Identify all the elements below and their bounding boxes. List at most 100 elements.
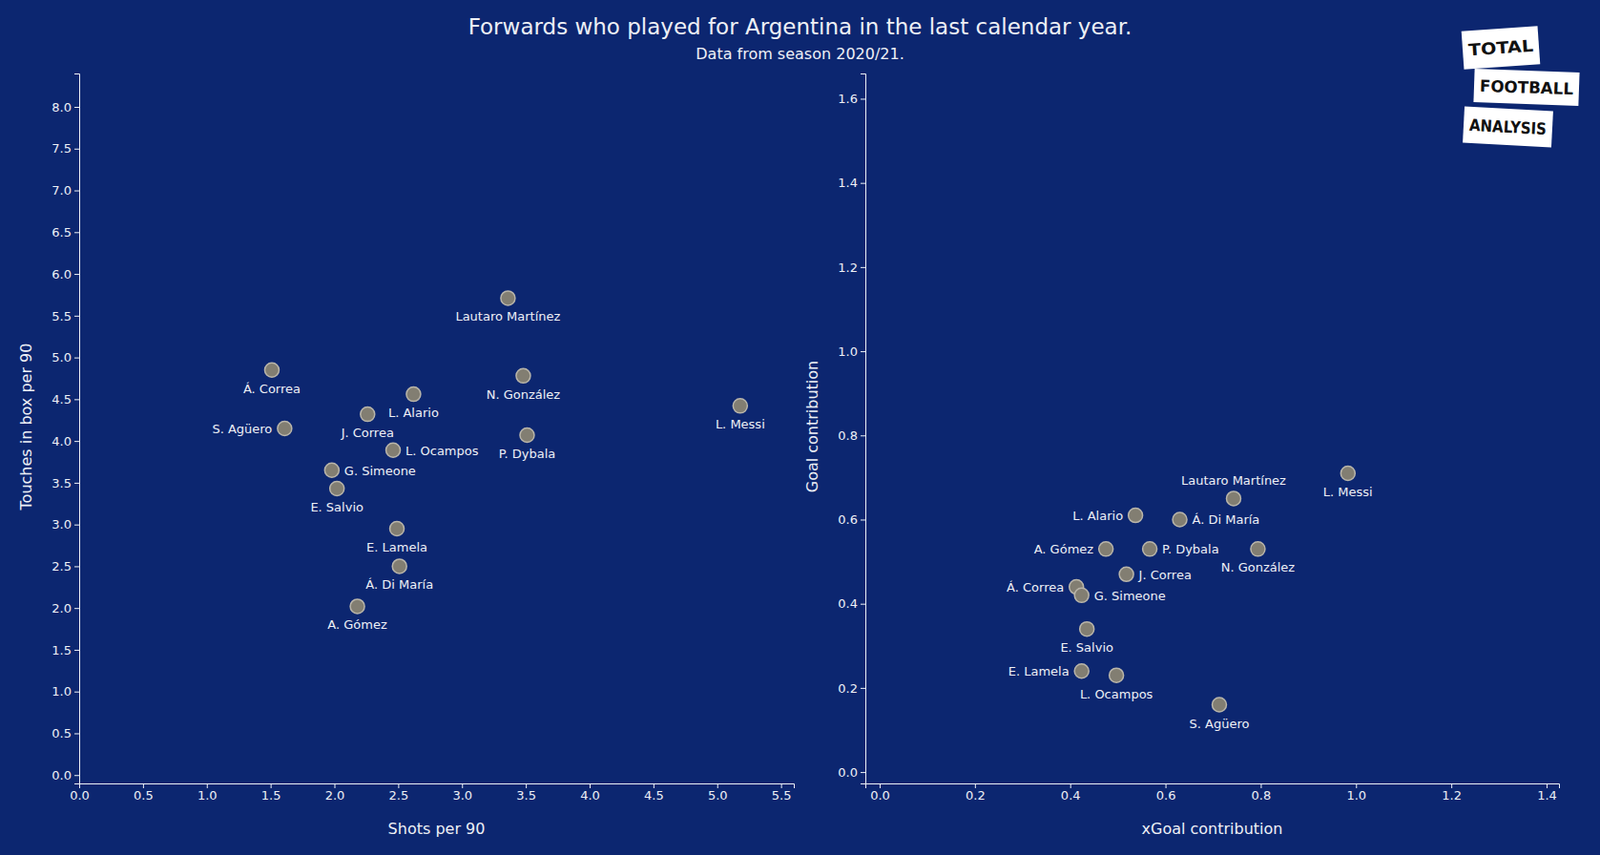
y-tick-mark bbox=[860, 687, 866, 689]
y-tick: 6.5 bbox=[51, 225, 80, 240]
y-tick: 1.2 bbox=[837, 260, 866, 275]
x-axis: 0.00.51.01.52.02.53.03.54.04.55.05.5 bbox=[69, 783, 794, 803]
point-label: L. Messi bbox=[715, 416, 766, 432]
x-tick-label: 4.0 bbox=[580, 788, 601, 803]
y-axis: 0.00.20.40.60.81.01.21.41.6 bbox=[837, 74, 866, 785]
y-tick-label: 2.0 bbox=[51, 601, 72, 616]
y-tick: 0.4 bbox=[837, 596, 866, 611]
y-tick-label: 4.0 bbox=[51, 434, 72, 449]
y-tick-label: 6.5 bbox=[51, 225, 72, 240]
x-tick: 0.5 bbox=[133, 783, 154, 803]
x-tick: 0.6 bbox=[1156, 783, 1177, 803]
logo-box: FOOTBALL bbox=[1473, 68, 1580, 106]
y-tick-mark bbox=[74, 732, 80, 734]
point-label: A. Gómez bbox=[1034, 541, 1095, 557]
y-tick: 4.5 bbox=[51, 392, 80, 407]
logo-box: TOTAL bbox=[1461, 25, 1541, 69]
y-tick-mark bbox=[860, 435, 866, 437]
y-tick-label: 0.0 bbox=[51, 768, 72, 783]
y-tick: 0.8 bbox=[837, 428, 866, 443]
point-label: S. Agüero bbox=[211, 421, 272, 437]
x-axis-line bbox=[80, 784, 795, 790]
y-tick: 2.5 bbox=[51, 559, 80, 574]
y-tick: 0.2 bbox=[837, 681, 866, 696]
y-tick-mark bbox=[74, 315, 80, 317]
point bbox=[1128, 508, 1143, 523]
y-tick-label: 5.5 bbox=[51, 308, 72, 323]
y-tick-mark bbox=[74, 231, 80, 233]
point-label: Á. Di María bbox=[365, 577, 434, 592]
point bbox=[360, 407, 375, 422]
point bbox=[1119, 566, 1134, 582]
point-label: Lautaro Martínez bbox=[1181, 473, 1287, 488]
y-tick-label: 1.0 bbox=[51, 684, 72, 699]
point-label: S. Agüero bbox=[1189, 716, 1250, 731]
x-tick: 3.0 bbox=[452, 783, 473, 803]
point bbox=[264, 362, 279, 377]
point-label: E. Lamela bbox=[366, 540, 428, 555]
y-tick: 2.0 bbox=[51, 601, 80, 616]
x-tick-label: 4.5 bbox=[644, 788, 665, 803]
y-axis-title: Goal contribution bbox=[803, 360, 822, 494]
point bbox=[330, 481, 345, 497]
point-label: A. Gómez bbox=[327, 617, 388, 632]
y-tick: 1.5 bbox=[51, 643, 80, 658]
y-tick-label: 1.0 bbox=[837, 344, 858, 359]
y-tick-label: 0.6 bbox=[837, 512, 858, 527]
y-tick-mark bbox=[74, 440, 80, 442]
point bbox=[516, 368, 531, 383]
x-tick-label: 1.4 bbox=[1537, 788, 1558, 803]
y-tick-label: 1.6 bbox=[837, 91, 858, 106]
subtitle: Data from season 2020/21. bbox=[695, 44, 905, 63]
y-axis-line bbox=[860, 74, 867, 785]
y-tick-mark bbox=[74, 607, 80, 609]
point-label: Á. Correa bbox=[1006, 580, 1064, 595]
y-tick: 7.0 bbox=[51, 183, 80, 198]
x-tick: 0.0 bbox=[69, 783, 90, 803]
x-tick-label: 0.5 bbox=[133, 788, 154, 803]
point bbox=[350, 599, 365, 614]
point-label: N. González bbox=[1221, 560, 1296, 575]
y-tick-mark bbox=[74, 148, 80, 150]
x-tick: 4.0 bbox=[580, 783, 601, 803]
y-tick-label: 6.0 bbox=[51, 267, 72, 282]
y-tick: 6.0 bbox=[51, 267, 80, 282]
y-tick-mark bbox=[74, 357, 80, 359]
x-tick-label: 1.0 bbox=[197, 788, 218, 803]
x-tick-label: 3.0 bbox=[452, 788, 473, 803]
y-tick-label: 5.0 bbox=[51, 350, 72, 365]
point-label: N. González bbox=[486, 387, 562, 402]
y-tick: 1.0 bbox=[51, 684, 80, 699]
x-tick: 1.5 bbox=[261, 783, 282, 803]
y-axis-line bbox=[74, 74, 81, 785]
y-tick-label: 7.5 bbox=[51, 141, 72, 156]
y-tick-label: 0.0 bbox=[837, 765, 858, 780]
logo-background bbox=[1462, 106, 1554, 148]
logo-box: ANALYSIS bbox=[1462, 106, 1554, 148]
x-tick-label: 0.8 bbox=[1251, 788, 1272, 803]
y-tick: 0.0 bbox=[837, 765, 866, 780]
y-tick: 1.6 bbox=[837, 91, 866, 106]
point-label: Á. Correa bbox=[243, 381, 301, 396]
y-tick-label: 0.8 bbox=[837, 428, 858, 443]
x-tick: 0.8 bbox=[1251, 783, 1272, 803]
x-tick: 4.5 bbox=[644, 783, 665, 803]
point bbox=[519, 428, 535, 443]
point-label: J. Correa bbox=[1138, 567, 1192, 582]
y-tick-mark bbox=[860, 603, 866, 605]
y-tick: 0.5 bbox=[51, 726, 80, 741]
x-axis-title: Shots per 90 bbox=[388, 819, 486, 838]
y-tick-mark bbox=[74, 691, 80, 693]
x-tick-label: 5.5 bbox=[771, 788, 792, 803]
point-label: G. Simeone bbox=[1094, 588, 1166, 603]
point bbox=[1080, 622, 1095, 637]
y-tick-label: 1.2 bbox=[837, 260, 858, 275]
y-axis-title: Touches in box per 90 bbox=[17, 343, 36, 512]
y-tick: 0.0 bbox=[51, 768, 80, 783]
logo-text: ANALYSIS bbox=[1469, 115, 1548, 139]
point bbox=[1211, 697, 1226, 712]
point bbox=[1250, 541, 1266, 557]
background bbox=[0, 0, 1600, 855]
y-tick-mark bbox=[74, 398, 80, 400]
point bbox=[1074, 587, 1089, 603]
